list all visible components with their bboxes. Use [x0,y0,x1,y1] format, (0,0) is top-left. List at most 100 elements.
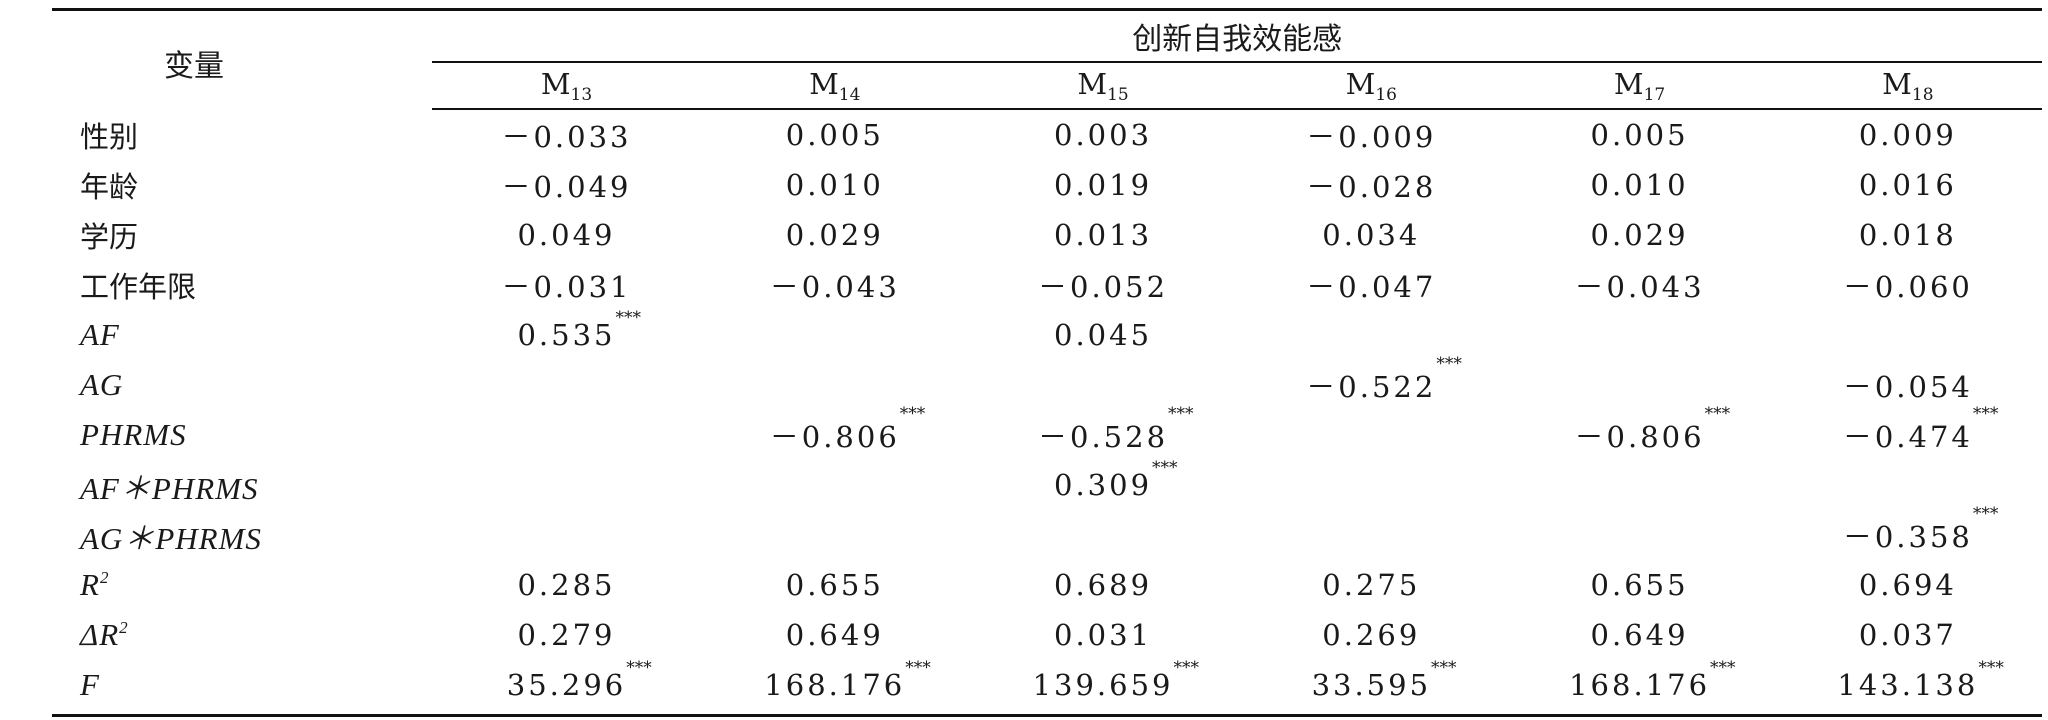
cell-value: －0.054 [1842,370,1973,404]
table-cell: 0.649 [1505,610,1773,660]
significance-stars: *** [1152,458,1178,478]
table-cell: －0.028 [1237,160,1505,210]
cell-value: 0.016 [1858,168,1957,202]
cell-value: －0.522 [1306,370,1437,404]
table-cell: －0.043 [701,260,969,310]
cell-value: 35.296 [506,668,627,702]
table-cell: －0.474 *** [1774,404,2042,460]
table-cell: －0.522 *** [1237,354,1505,410]
variable-header: 变量 [164,49,224,84]
table-cell: －0.060 [1774,260,2042,310]
table-cell [969,510,1237,560]
row-label-text: AG [80,367,124,402]
significance-holder: 143.138 *** [1837,658,2003,702]
table-row: 年龄 －0.049 0.010 0.019 －0.028 0.010 0.016 [52,160,2042,210]
table-cell: 0.535 *** [432,308,700,360]
cell-value: 0.003 [1054,118,1153,152]
cell-value: 0.031 [1054,618,1153,652]
row-label-text: 工作年限 [80,270,197,304]
table-cell [1237,410,1505,460]
table-cell: 0.655 [701,560,969,610]
row-label-text: PHRMS [80,417,187,452]
cell-value: －0.052 [1038,270,1169,304]
significance-stars: *** [615,308,642,328]
row-label: 工作年限 [52,260,432,310]
row-label-text: 性别 [80,119,139,154]
significance-holder: －0.806 *** [1574,404,1731,456]
cell-value: 0.649 [1590,618,1689,652]
significance-stars: *** [1168,404,1194,424]
significance-holder: －0.358 *** [1842,504,1999,556]
cell-value: 0.279 [517,618,616,652]
significance-stars: *** [1972,404,1999,424]
table-cell: 0.005 [1505,109,1773,160]
row-label: AG＊PHRMS [52,510,432,560]
row-label: 学历 [52,210,432,260]
table-cell: 33.595 *** [1237,658,1505,716]
table-row: 性别 －0.033 0.005 0.003 －0.009 0.005 0.009 [52,109,2042,160]
table-cell [969,360,1237,410]
table-cell [701,360,969,410]
model-header: M17 [1505,62,1774,110]
table-cell: 0.013 [969,210,1237,260]
row-label: F [52,660,432,716]
table-cell: 0.019 [969,160,1237,210]
cell-value: 0.649 [785,618,884,652]
table-cell: 35.296 *** [432,658,700,716]
table-cell: 0.049 [432,210,700,260]
significance-stars: *** [1436,354,1462,374]
significance-holder: 0.309 *** [1054,458,1178,502]
row-label: AF＊PHRMS [52,460,432,510]
table-cell: 0.269 [1237,610,1505,660]
row-label-text: R [80,567,100,602]
table-cell [432,360,700,410]
row-label: ΔR2 [52,610,432,660]
regression-table: 变量 创新自我效能感 M13 M14 M15 M16 M17 M18 性别 －0.… [52,8,2042,717]
significance-holder: 168.176 *** [1569,658,1735,702]
significance-stars: *** [899,404,926,424]
table-cell: 0.016 [1774,160,2042,210]
significance-stars: *** [1173,658,1200,678]
table-row: AF 0.535 *** 0.045 [52,308,2042,360]
cell-value: －0.031 [501,270,632,304]
row-label: 年龄 [52,160,432,210]
table-cell [1774,310,2042,360]
cell-value: 143.138 [1837,668,1979,702]
table-body: 性别 －0.033 0.005 0.003 －0.009 0.005 0.009 年龄 －0.0… [52,109,2042,716]
significance-holder: 139.659 *** [1033,658,1199,702]
table-cell [1505,510,1773,560]
cell-value: 0.019 [1054,168,1153,202]
cell-value: －0.049 [501,170,632,204]
cell-value: 0.535 [517,318,616,352]
table-cell: －0.052 [969,260,1237,310]
table-cell: 139.659 *** [969,658,1237,716]
table-cell: 168.176 *** [701,658,969,716]
cell-value: 0.275 [1322,568,1421,602]
significance-holder: 0.535 *** [517,308,641,352]
table-cell: －0.358 *** [1774,504,2042,560]
table-cell: 0.003 [969,109,1237,160]
table-row: AG －0.522 *** －0.054 [52,354,2042,410]
cell-value: 0.029 [785,218,884,252]
table-cell: 0.009 [1774,109,2042,160]
model-header: M15 [968,62,1238,110]
cell-value: －0.806 [1574,420,1705,454]
cell-value: 0.689 [1054,568,1153,602]
table-cell [1774,460,2042,510]
cell-value: 0.037 [1858,618,1957,652]
results-table: 变量 创新自我效能感 M13 M14 M15 M16 M17 M18 性别 －0.… [52,8,2042,717]
table-cell: 0.005 [701,109,969,160]
cell-value: 0.029 [1590,218,1689,252]
table-cell: －0.806 *** [701,404,969,460]
table-cell [432,410,700,460]
cell-value: 33.595 [1311,668,1432,702]
table-cell [1237,310,1505,360]
significance-holder: 35.296 *** [506,658,652,702]
cell-value: －0.358 [1842,520,1973,554]
cell-value: 0.013 [1054,218,1153,252]
dependent-variable-header: 创新自我效能感 [432,9,2042,63]
model-header: M18 [1773,62,2042,110]
table-row: 工作年限 －0.031 －0.043 －0.052 －0.047 －0.043 －0.060 [52,260,2042,310]
table-cell: －0.049 [432,160,700,210]
significance-holder: －0.522 *** [1306,354,1462,406]
